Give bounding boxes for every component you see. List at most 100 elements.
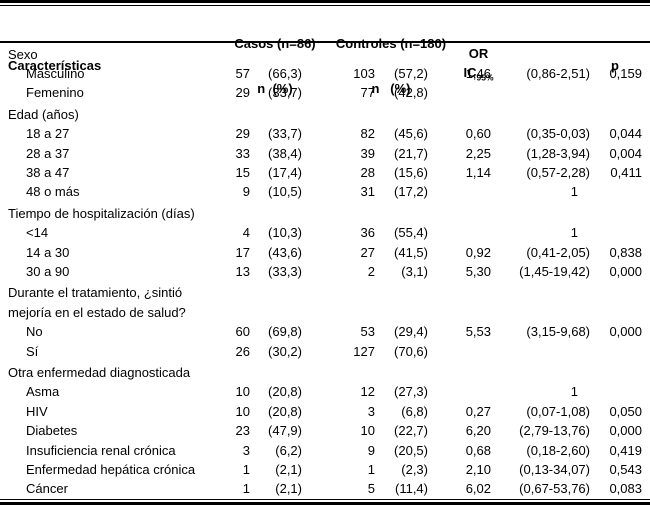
or-value: 0,68 (465, 442, 491, 458)
controles-cell: 2 (3,1) (330, 262, 452, 281)
or-ci-cell: 0,92 (0,41-2,05) (452, 243, 600, 262)
casos-header-line1: Casos (n=86) (234, 36, 316, 51)
row-label: Diabetes (26, 423, 78, 439)
casos-pct: (33,3) (268, 263, 302, 279)
table-row: 30 a 90 13 (33,3) 2 (3,1) 5,30 (1,45-19,42)… (0, 262, 650, 281)
or-value: 0,27 (465, 403, 491, 419)
casos-pct: (33,7) (268, 85, 302, 101)
row-label: HIV (26, 403, 48, 419)
casos-n: 33 (235, 145, 250, 161)
row-label: <14 (26, 225, 49, 241)
casos-n: 17 (235, 244, 250, 260)
or-ci-cell: 6,20 (2,79-13,76) (452, 421, 600, 440)
controles-pct: (11,4) (395, 481, 428, 497)
p-value-cell (600, 83, 642, 102)
section-title-line: Tiempo de hospitalización (días) (8, 205, 195, 221)
table-row: Diabetes 23 (47,9) 10 (22,7) 6,20 (2,79-13,… (0, 421, 650, 440)
section-rows: Asma 10 (20,8) 12 (27,3) 1 HIV 10 (20,8) 3 (… (0, 382, 650, 498)
controles-n: 27 (360, 244, 375, 260)
or-ci-cell: 5,53 (3,15-9,68) (452, 322, 600, 341)
controles-pct: (20,5) (394, 442, 428, 458)
p-value-cell: 0,159 (609, 65, 642, 81)
row-label: Asma (26, 384, 60, 400)
controles-n: 53 (360, 324, 375, 340)
or-ci-cell: 1 (452, 223, 600, 242)
row-label: Enfermedad hepática crónica (26, 462, 196, 478)
controles-pct: (6,8) (401, 403, 428, 419)
or-reference-value: 1 (570, 225, 578, 241)
table-row: <14 4 (10,3) 36 (55,4) 1 (0, 223, 650, 242)
or-reference-value: 1 (570, 384, 578, 400)
controles-cell: 39 (21,7) (330, 144, 452, 163)
casos-cell: 10 (20,8) (220, 382, 330, 401)
controles-n: 127 (353, 343, 375, 359)
p-value-cell (600, 182, 642, 201)
ci-value: (1,45-19,42) (519, 263, 590, 279)
table-row: Enfermedad hepática crónica 1 (2,1) 1 (2,3… (0, 460, 650, 479)
table-section: Sexo Masculino 57 (66,3) 103 (57,2) 1,46 (0… (0, 45, 650, 103)
table-row: Sí 26 (30,2) 127 (70,6) (0, 342, 650, 361)
table-section: Durante el tratamiento, ¿sintió mejoría e… (0, 283, 650, 361)
ci-value: (0,35-0,03) (526, 126, 590, 142)
column-header-casos: Casos (n=86) n (%) (220, 6, 330, 126)
table-row: 48 o más 9 (10,5) 31 (17,2) 1 (0, 182, 650, 201)
controles-n: 3 (367, 403, 375, 419)
casos-cell: 4 (10,3) (220, 223, 330, 242)
p-value-cell: 0,419 (609, 442, 642, 458)
controles-n: 1 (367, 462, 375, 478)
ci-value: (0,86-2,51) (526, 65, 590, 81)
section-title: Durante el tratamiento, ¿sintió mejoría e… (0, 283, 650, 322)
casos-n: 13 (235, 263, 250, 279)
or-ci-cell: 1 (452, 182, 600, 201)
or-value (461, 83, 491, 102)
or-ic-label: OR IC (463, 45, 489, 81)
casos-n: 57 (235, 65, 250, 81)
controles-pct: (22,7) (394, 423, 428, 439)
casos-cell: 26 (30,2) (220, 342, 330, 361)
casos-pct: (69,8) (268, 324, 302, 340)
controles-pct: (45,6) (394, 126, 428, 142)
controles-pct: (42,8) (394, 85, 428, 101)
casos-cell: 1 (2,1) (220, 479, 330, 498)
controles-n: 28 (360, 164, 375, 180)
p-value-cell (600, 382, 642, 401)
section-title-line: Sexo (8, 46, 38, 62)
controles-pct: (29,4) (394, 324, 428, 340)
ci-value: (0,07-1,08) (526, 403, 590, 419)
or-value: 0,60 (465, 126, 491, 142)
row-label: Femenino (26, 85, 84, 101)
top-rule-thin (0, 5, 650, 6)
bottom-rules (0, 499, 650, 505)
p-value-cell: 0,411 (610, 164, 642, 180)
casos-n: 10 (235, 403, 250, 419)
table-row: 14 a 30 17 (43,6) 27 (41,5) 0,92 (0,41-2,05… (0, 243, 650, 262)
table-body: Sexo Masculino 57 (66,3) 103 (57,2) 1,46 (0… (0, 43, 650, 499)
casos-n: 15 (235, 164, 250, 180)
or-value (461, 342, 491, 361)
controles-cell: 5 (11,4) (330, 479, 452, 498)
controles-cell: 1 (2,3) (330, 460, 452, 479)
casos-pct: (66,3) (268, 65, 302, 81)
controles-cell: 82 (45,6) (330, 124, 452, 143)
or-value: 5,53 (465, 324, 491, 340)
casos-pct: (47,9) (268, 423, 302, 439)
p-value-cell: 0,000 (609, 324, 642, 340)
casos-n: 23 (235, 423, 250, 439)
ci-value: (0,41-2,05) (526, 244, 590, 260)
casos-header-line2: n (%) (257, 81, 293, 96)
controles-pct: (2,3) (401, 462, 428, 478)
section-title-line: mejoría en el estado de salud? (8, 304, 186, 320)
table-row: 38 a 47 15 (17,4) 28 (15,6) 1,14 (0,57-2,28… (0, 163, 650, 182)
p-value-cell (600, 342, 642, 361)
casos-pct: (10,3) (268, 225, 302, 241)
casos-pct: (2,1) (275, 481, 302, 497)
or-value: 2,10 (465, 462, 491, 478)
column-header-or-ic: OR IC95% (452, 44, 600, 88)
or-ci-cell: 0,60 (0,35-0,03) (452, 124, 600, 143)
or-ci-cell: 2,10 (0,13-34,07) (452, 460, 600, 479)
section-title: Edad (años) (0, 105, 650, 124)
controles-n: 31 (360, 184, 375, 200)
ci-value: (2,79-13,76) (519, 423, 590, 439)
or-ci-cell: 5,30 (1,45-19,42) (452, 262, 600, 281)
casos-pct: (38,4) (268, 145, 302, 161)
